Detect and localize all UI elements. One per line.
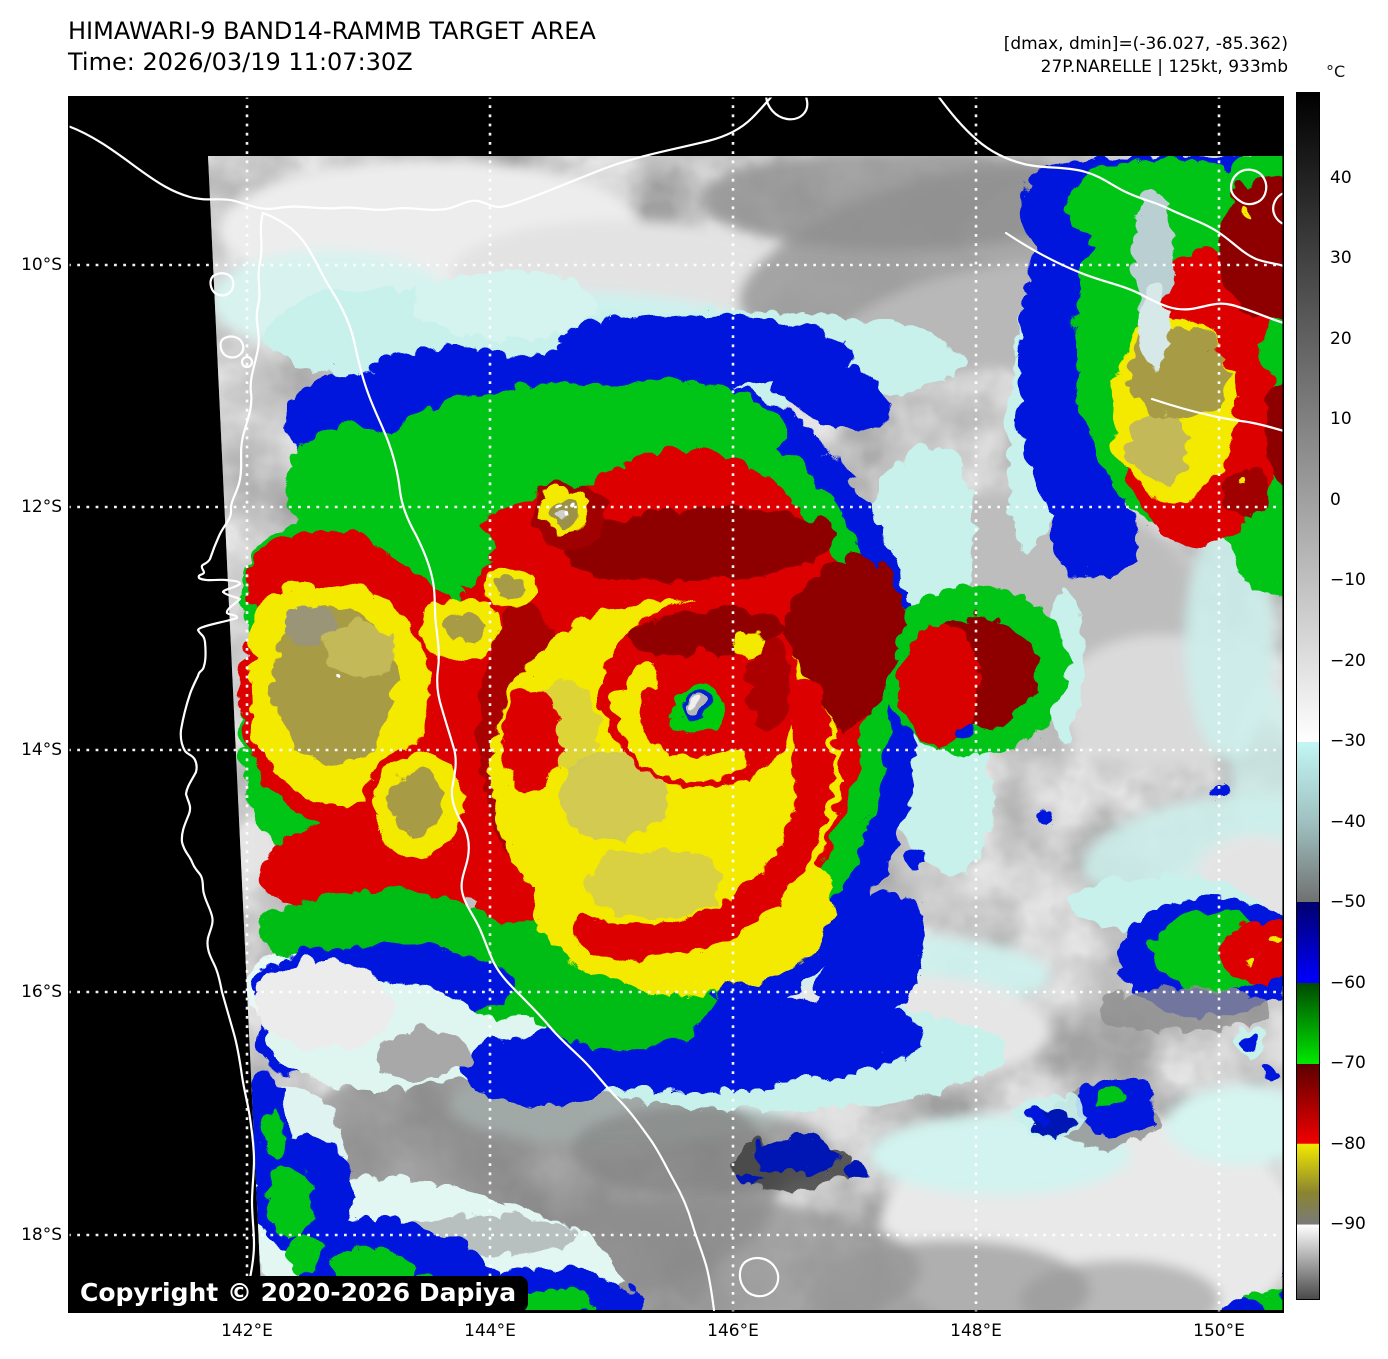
colorbar-tick: −30 bbox=[1330, 731, 1366, 751]
temperature-colorbar bbox=[1296, 92, 1320, 1300]
colorbar-tick: 0 bbox=[1330, 490, 1341, 510]
colorbar-tick: −60 bbox=[1330, 973, 1366, 993]
colorbar-tick: −20 bbox=[1330, 651, 1366, 671]
satellite-map bbox=[68, 96, 1284, 1313]
overshooting-top bbox=[526, 480, 606, 544]
colorbar-tick: 10 bbox=[1330, 409, 1352, 429]
colorbar-tick: 30 bbox=[1330, 248, 1352, 268]
satellite-data-region bbox=[208, 156, 1284, 1310]
coastlines bbox=[68, 96, 1284, 1312]
copyright-badge: Copyright © 2020-2026 Dapiya bbox=[70, 1276, 529, 1312]
colorbar-tick: −10 bbox=[1330, 570, 1366, 590]
lon-label-144e: 144°E bbox=[464, 1321, 516, 1341]
satellite-map-canvas bbox=[68, 96, 1284, 1313]
lat-label-18s: 18°S bbox=[21, 1225, 62, 1245]
cyclone-eye bbox=[667, 681, 721, 731]
colorbar-tick: 40 bbox=[1330, 168, 1352, 188]
plot-frame bbox=[68, 96, 1284, 1313]
header-right: [dmax, dmin]=(-36.027, -85.362) 27P.NARE… bbox=[1004, 33, 1288, 79]
colorbar-unit-label: °C bbox=[1326, 62, 1346, 81]
colorbar-tick: −50 bbox=[1330, 892, 1366, 912]
colorbar-tick: 20 bbox=[1330, 329, 1352, 349]
southeast-storm-cells bbox=[730, 721, 1284, 1310]
lon-label-150e: 150°E bbox=[1193, 1321, 1245, 1341]
lat-label-12s: 12°S bbox=[21, 497, 62, 517]
colorbar-tick: −80 bbox=[1330, 1134, 1366, 1154]
lon-label-148e: 148°E bbox=[950, 1321, 1002, 1341]
header-left: HIMAWARI-9 BAND14-RAMMB TARGET AREA Time… bbox=[68, 16, 596, 78]
lon-label-146e: 146°E bbox=[707, 1321, 759, 1341]
lat-label-14s: 14°S bbox=[21, 740, 62, 760]
dmax-dmin-readout: [dmax, dmin]=(-36.027, -85.362) bbox=[1003, 34, 1288, 54]
lat-label-10s: 10°S bbox=[21, 255, 62, 275]
west-convective-mass bbox=[235, 500, 533, 1085]
lon-label-142e: 142°E bbox=[221, 1321, 273, 1341]
timestamp: Time: 2026/03/19 11:07:30Z bbox=[68, 48, 413, 76]
page-title: HIMAWARI-9 BAND14-RAMMB TARGET AREA bbox=[68, 17, 596, 45]
northeast-convective-mass bbox=[1003, 156, 1284, 590]
colorbar-tick: −40 bbox=[1330, 812, 1366, 832]
colorbar-tick: −90 bbox=[1330, 1214, 1366, 1234]
graticule-gridlines bbox=[68, 96, 1284, 1313]
lat-label-16s: 16°S bbox=[21, 982, 62, 1002]
storm-info: 27P.NARELLE | 125kt, 933mb bbox=[1040, 57, 1288, 77]
colorbar-tick: −70 bbox=[1330, 1053, 1366, 1073]
